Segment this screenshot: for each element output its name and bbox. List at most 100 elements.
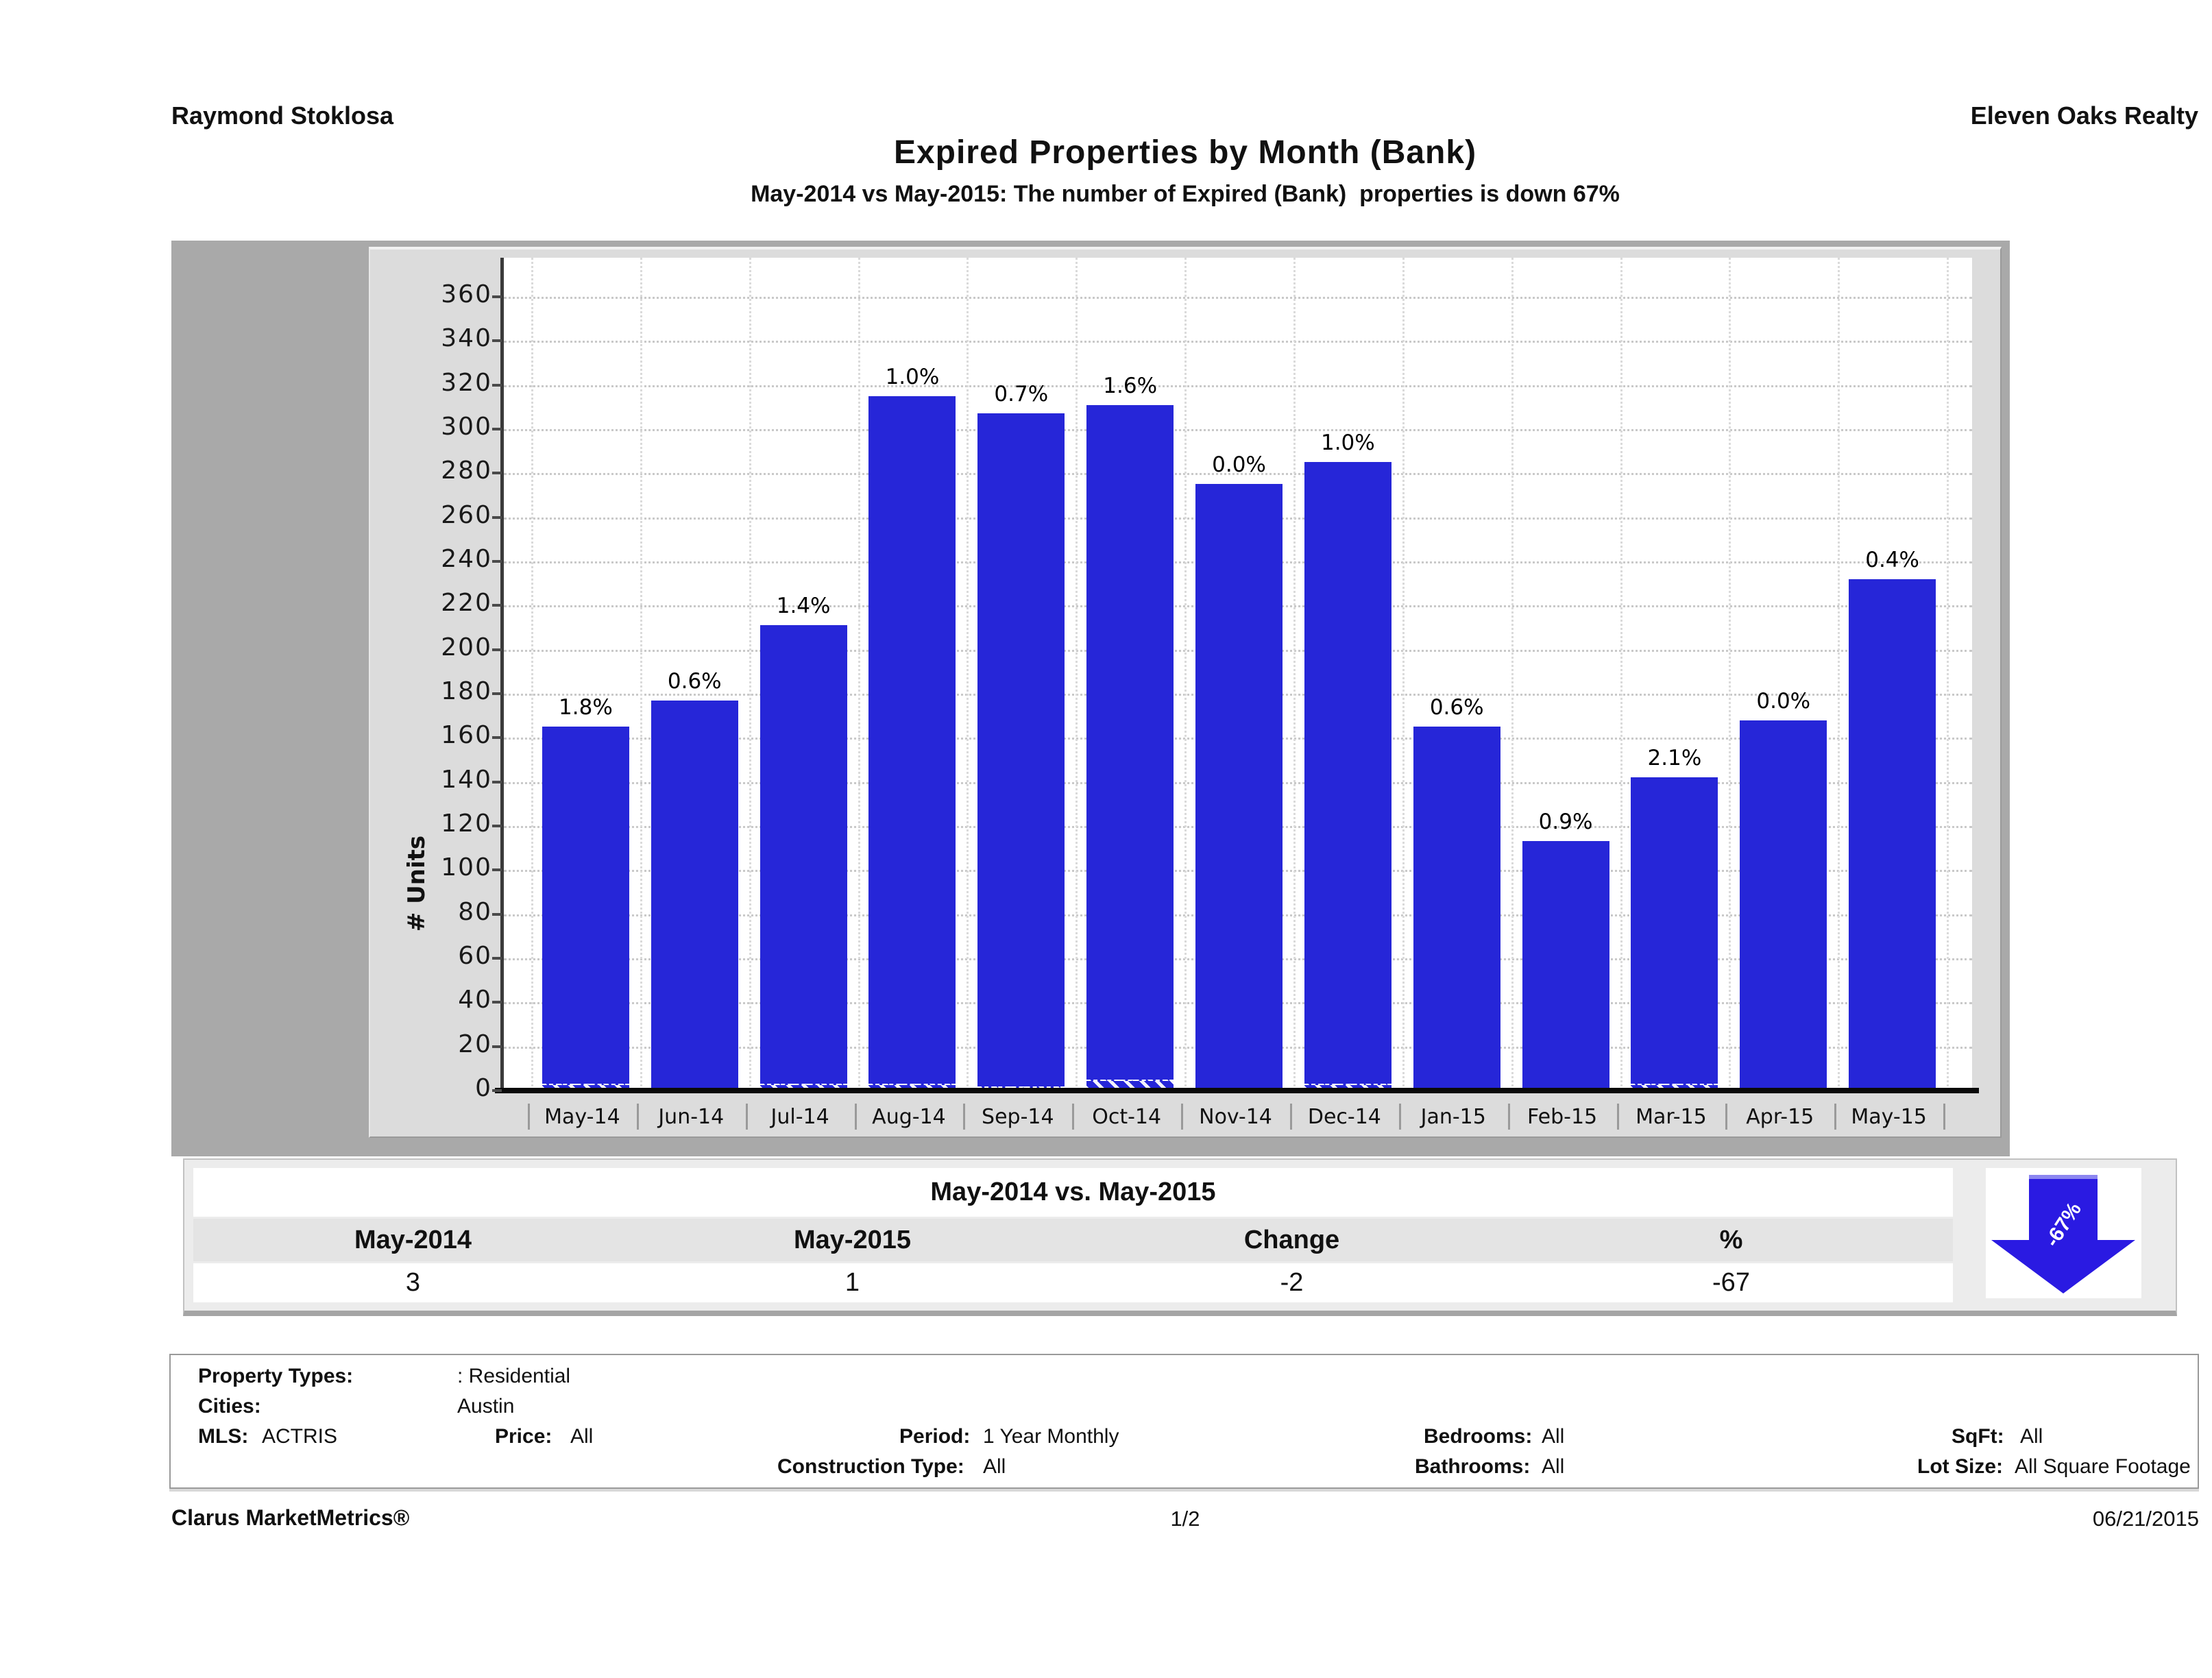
- y-tick-mark: [492, 1045, 502, 1048]
- y-tick-label: 160: [441, 721, 492, 750]
- product-name: Clarus MarketMetrics®: [171, 1505, 410, 1530]
- mls-value: ACTRIS: [262, 1425, 338, 1448]
- y-tick-label: 360: [441, 280, 492, 308]
- construction-value: All: [983, 1455, 1006, 1478]
- bar-jul-14: [759, 625, 847, 1091]
- x-tick-separator: [1616, 1104, 1619, 1130]
- y-tick-label: 240: [441, 544, 492, 573]
- y-tick-mark: [492, 692, 502, 695]
- page-number: 1/2: [1170, 1507, 1200, 1531]
- lotsize-value: All Square Footage: [2015, 1455, 2191, 1478]
- y-tick-mark: [492, 868, 502, 872]
- gridline-vertical: [1729, 258, 1731, 1091]
- bar-percent-label: 0.6%: [667, 668, 722, 694]
- bathrooms-value: All: [1542, 1455, 1565, 1478]
- x-tick-separator: [1834, 1104, 1837, 1130]
- agent-name: Raymond Stoklosa: [171, 101, 394, 130]
- bar-apr-15: [1740, 720, 1827, 1091]
- construction-label: Construction Type:: [777, 1455, 964, 1478]
- bar-percent-label: 1.8%: [559, 695, 613, 720]
- bar-percent-label: 2.1%: [1647, 746, 1702, 771]
- value-cell: 3: [405, 1268, 421, 1297]
- y-tick-mark: [492, 780, 502, 783]
- column-header: May-2014: [354, 1225, 472, 1254]
- bank-bar-oct-14: [1086, 1079, 1174, 1091]
- down-arrow-head-icon: [1991, 1240, 2135, 1293]
- bar-sep-14: [977, 413, 1065, 1091]
- sqft-label: SqFt:: [1952, 1425, 2004, 1448]
- bank-bar-jul-14: [759, 1084, 847, 1091]
- bar-dec-14: [1304, 462, 1391, 1091]
- price-value: All: [570, 1425, 594, 1448]
- y-tick-label: 220: [441, 589, 492, 618]
- chart-panel: # Units 1.8% 0.6% 1.4% 1.0% 0.7% 1.6% 0.0% 1.0%…: [171, 241, 2010, 1156]
- column-header: May-2015: [793, 1225, 912, 1254]
- gridline: [504, 296, 1972, 299]
- bar-jun-14: [651, 700, 738, 1091]
- title-block: Expired Properties by Month (Bank) May-2…: [171, 134, 2199, 208]
- y-tick-mark: [492, 1001, 502, 1004]
- x-tick-separator: [1507, 1104, 1510, 1130]
- bar-percent-label: 0.6%: [1429, 695, 1484, 720]
- y-tick-mark: [492, 824, 502, 827]
- x-tick-separator: [528, 1104, 530, 1130]
- gridline: [504, 428, 1972, 431]
- bar-aug-14: [868, 396, 956, 1091]
- trend-arrow-box: -67%: [1986, 1168, 2141, 1298]
- gridline-vertical: [1293, 258, 1296, 1091]
- y-tick-label: 280: [441, 457, 492, 485]
- comparison-value-row: 3 1 -2 -67: [193, 1263, 1953, 1302]
- bank-bar-aug-14: [868, 1084, 956, 1091]
- price-label: Price:: [495, 1425, 552, 1448]
- x-tick-separator: [1072, 1104, 1075, 1130]
- bar-percent-label: 0.9%: [1538, 810, 1593, 835]
- gridline: [504, 341, 1972, 343]
- y-tick-label: 120: [441, 809, 492, 838]
- x-tick-label: Apr-15: [1746, 1105, 1814, 1129]
- bar-percent-label: 1.0%: [1320, 430, 1375, 456]
- down-arrow-icon: [2029, 1175, 2098, 1240]
- x-axis-line: [495, 1088, 1979, 1093]
- gridline-vertical: [1184, 258, 1187, 1091]
- x-tick-separator: [745, 1104, 748, 1130]
- y-tick-label: 320: [441, 368, 492, 397]
- x-tick-label: Jan-15: [1420, 1105, 1486, 1129]
- cities-value: Austin: [457, 1395, 515, 1418]
- filters-box: Property Types: : Residential Cities: Au…: [169, 1354, 2199, 1489]
- x-tick-separator: [963, 1104, 966, 1130]
- bar-percent-label: 1.0%: [885, 364, 940, 389]
- gridline-vertical: [1075, 258, 1078, 1091]
- y-tick-mark: [492, 472, 502, 475]
- gridline-vertical: [1838, 258, 1840, 1091]
- y-tick-label: 80: [458, 897, 492, 926]
- bank-bar-mar-15: [1631, 1084, 1718, 1091]
- value-cell: -67: [1712, 1268, 1750, 1297]
- x-tick-separator: [1943, 1104, 1946, 1130]
- bar-nov-14: [1195, 484, 1283, 1091]
- x-tick-label: Jul-14: [770, 1105, 829, 1129]
- gridline-vertical: [749, 258, 751, 1091]
- report-date: 06/21/2015: [2092, 1507, 2199, 1531]
- bar-jan-15: [1413, 727, 1500, 1091]
- y-tick-label: 180: [441, 677, 492, 705]
- gridline: [504, 473, 1972, 476]
- y-tick-mark: [492, 912, 502, 916]
- plot-area: 1.8% 0.6% 1.4% 1.0% 0.7% 1.6% 0.0% 1.0% 0.6% 0.9%…: [500, 258, 1972, 1091]
- comparison-title: May-2014 vs. May-2015: [193, 1168, 1953, 1217]
- x-tick-label: Jun-14: [658, 1105, 725, 1129]
- property-types-value: : Residential: [457, 1365, 571, 1387]
- comparison-header-row: May-2014 May-2015 Change %: [193, 1219, 1953, 1261]
- x-tick-separator: [636, 1104, 639, 1130]
- value-cell: -2: [1280, 1268, 1304, 1297]
- gridline-vertical: [967, 258, 969, 1091]
- y-tick-mark: [492, 295, 502, 298]
- property-types-label: Property Types:: [198, 1365, 354, 1387]
- y-tick-mark: [492, 383, 502, 387]
- sqft-value: All: [2020, 1425, 2043, 1448]
- bar-mar-15: [1631, 777, 1718, 1091]
- x-tick-label: Dec-14: [1307, 1105, 1381, 1129]
- y-tick-label: 200: [441, 633, 492, 661]
- bar-percent-label: 1.4%: [776, 594, 831, 619]
- bar-may-14: [542, 727, 629, 1091]
